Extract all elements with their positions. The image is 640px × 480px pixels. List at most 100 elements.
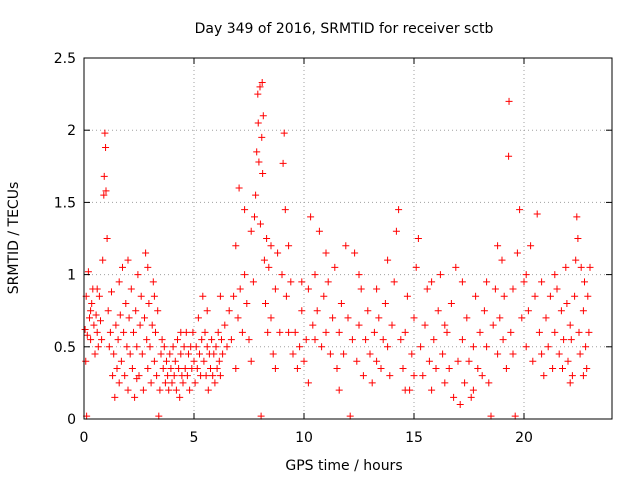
data-point <box>209 372 217 380</box>
data-point <box>487 412 495 420</box>
data-point <box>494 242 502 250</box>
data-point <box>253 148 261 156</box>
data-point <box>489 321 497 329</box>
data-point <box>576 350 584 358</box>
data-point <box>291 328 299 336</box>
data-point <box>386 372 394 380</box>
data-point <box>113 364 121 372</box>
data-point <box>98 336 106 344</box>
data-point <box>198 336 206 344</box>
data-point <box>103 235 111 242</box>
data-point <box>172 386 180 394</box>
data-point <box>384 343 392 351</box>
data-point <box>309 321 317 329</box>
data-point <box>225 307 233 315</box>
data-point <box>500 292 508 300</box>
data-point <box>193 364 201 372</box>
data-point <box>401 328 409 336</box>
y-tick-label: 2 <box>67 123 76 139</box>
data-point <box>276 328 284 336</box>
data-point <box>201 328 209 336</box>
data-points <box>81 79 594 420</box>
data-point <box>300 357 308 365</box>
data-point <box>137 292 145 300</box>
y-tick-label: 0.5 <box>54 340 76 356</box>
data-point <box>256 220 264 228</box>
data-point <box>158 336 166 344</box>
data-point <box>133 375 141 383</box>
data-point <box>445 364 453 372</box>
data-point <box>366 350 374 358</box>
data-point <box>568 372 576 380</box>
data-point <box>101 129 109 137</box>
data-point <box>122 299 130 307</box>
data-point <box>304 285 312 293</box>
data-point <box>585 328 593 336</box>
data-point <box>432 364 440 372</box>
y-tick-label: 1.5 <box>54 195 76 211</box>
data-point <box>443 328 451 336</box>
data-point <box>192 343 200 351</box>
data-point <box>364 307 372 315</box>
data-point <box>516 206 524 214</box>
data-point <box>95 292 103 300</box>
data-point <box>221 321 229 329</box>
data-point <box>133 343 141 351</box>
data-point <box>167 364 175 372</box>
data-point <box>219 350 227 358</box>
data-point <box>509 285 517 293</box>
data-point <box>148 321 156 329</box>
data-point <box>203 343 211 351</box>
data-point <box>271 364 279 372</box>
data-point <box>121 372 129 380</box>
data-point <box>108 288 115 296</box>
data-point <box>458 278 466 286</box>
x-tick-label: 20 <box>515 430 533 446</box>
data-point <box>274 249 282 257</box>
data-point <box>441 379 449 387</box>
data-point <box>412 263 420 271</box>
data-point <box>377 364 385 372</box>
data-point <box>230 292 238 300</box>
data-point <box>586 263 594 271</box>
data-point <box>542 314 550 322</box>
data-point <box>520 278 528 286</box>
data-point <box>335 386 343 394</box>
data-point <box>381 299 389 307</box>
data-point <box>174 336 181 344</box>
data-point <box>93 285 101 293</box>
data-point <box>105 343 113 351</box>
data-point <box>567 336 575 344</box>
data-point <box>223 343 231 351</box>
data-point <box>582 343 590 351</box>
data-point <box>157 350 165 358</box>
data-point <box>395 206 403 214</box>
data-point <box>160 343 168 351</box>
data-point <box>342 242 350 250</box>
data-point <box>480 307 488 315</box>
data-point <box>559 364 566 372</box>
data-point <box>255 158 263 166</box>
data-point <box>106 328 114 336</box>
data-point <box>254 90 262 98</box>
data-point <box>540 372 548 380</box>
x-tick-label: 5 <box>190 430 199 446</box>
data-point <box>368 379 376 387</box>
data-point <box>285 242 293 250</box>
data-point <box>138 350 146 358</box>
data-point <box>458 336 466 344</box>
data-point <box>337 299 345 307</box>
data-point <box>110 350 118 358</box>
data-point <box>202 372 210 380</box>
data-point <box>200 357 208 365</box>
data-point <box>304 379 312 387</box>
data-point <box>152 328 159 336</box>
data-point <box>557 307 565 315</box>
data-point <box>177 350 185 358</box>
data-point <box>278 271 286 279</box>
data-point <box>143 336 151 344</box>
data-point <box>544 343 552 351</box>
data-point <box>190 357 198 365</box>
data-point <box>232 242 240 250</box>
data-point <box>566 379 574 387</box>
